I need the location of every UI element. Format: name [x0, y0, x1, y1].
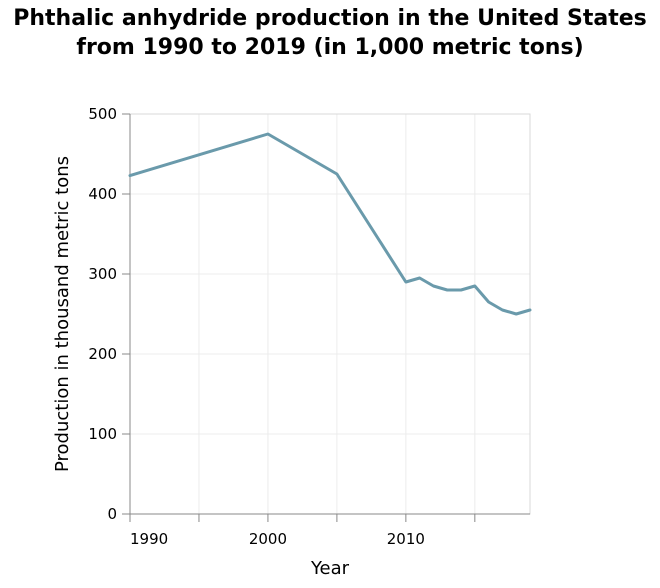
y-tick-label-1: 100 [88, 425, 117, 443]
data-point-2010 [404, 281, 407, 284]
y-tick-label-3: 300 [88, 265, 117, 283]
data-point-2005 [335, 173, 338, 176]
data-point-2015 [473, 285, 476, 288]
data-point-2013 [446, 289, 449, 292]
y-tick-label-2: 200 [88, 345, 117, 363]
x-axis-label: Year [310, 558, 350, 579]
y-tick-label-5: 500 [88, 105, 117, 123]
y-tick-label-4: 400 [88, 185, 117, 203]
x-tick-label-0: 1990 [130, 530, 168, 548]
data-point-2014 [460, 289, 463, 292]
data-point-2019 [529, 309, 532, 312]
axes: 1990 2000 2010 0 100 200 300 400 500 [88, 105, 530, 548]
x-tick-label-4: 2010 [387, 530, 425, 548]
plot-area-frame [129, 113, 531, 515]
grid-lines [129, 113, 530, 515]
series-line-0 [128, 132, 532, 316]
y-axis-label: Production in thousand metric tons [52, 156, 73, 472]
data-point-2012 [432, 285, 435, 288]
data-point-2000 [266, 133, 269, 136]
data-point-2017 [501, 309, 504, 312]
y-tick-label-0: 0 [107, 505, 117, 523]
data-point-2016 [487, 301, 490, 304]
x-tick-label-2: 2000 [249, 530, 287, 548]
data-point-2011 [418, 277, 421, 280]
data-point-2018 [515, 313, 518, 316]
series-layer [128, 132, 532, 316]
data-point-1990 [129, 174, 132, 177]
chart-title: Phthalic anhydride production in the Uni… [13, 6, 647, 60]
